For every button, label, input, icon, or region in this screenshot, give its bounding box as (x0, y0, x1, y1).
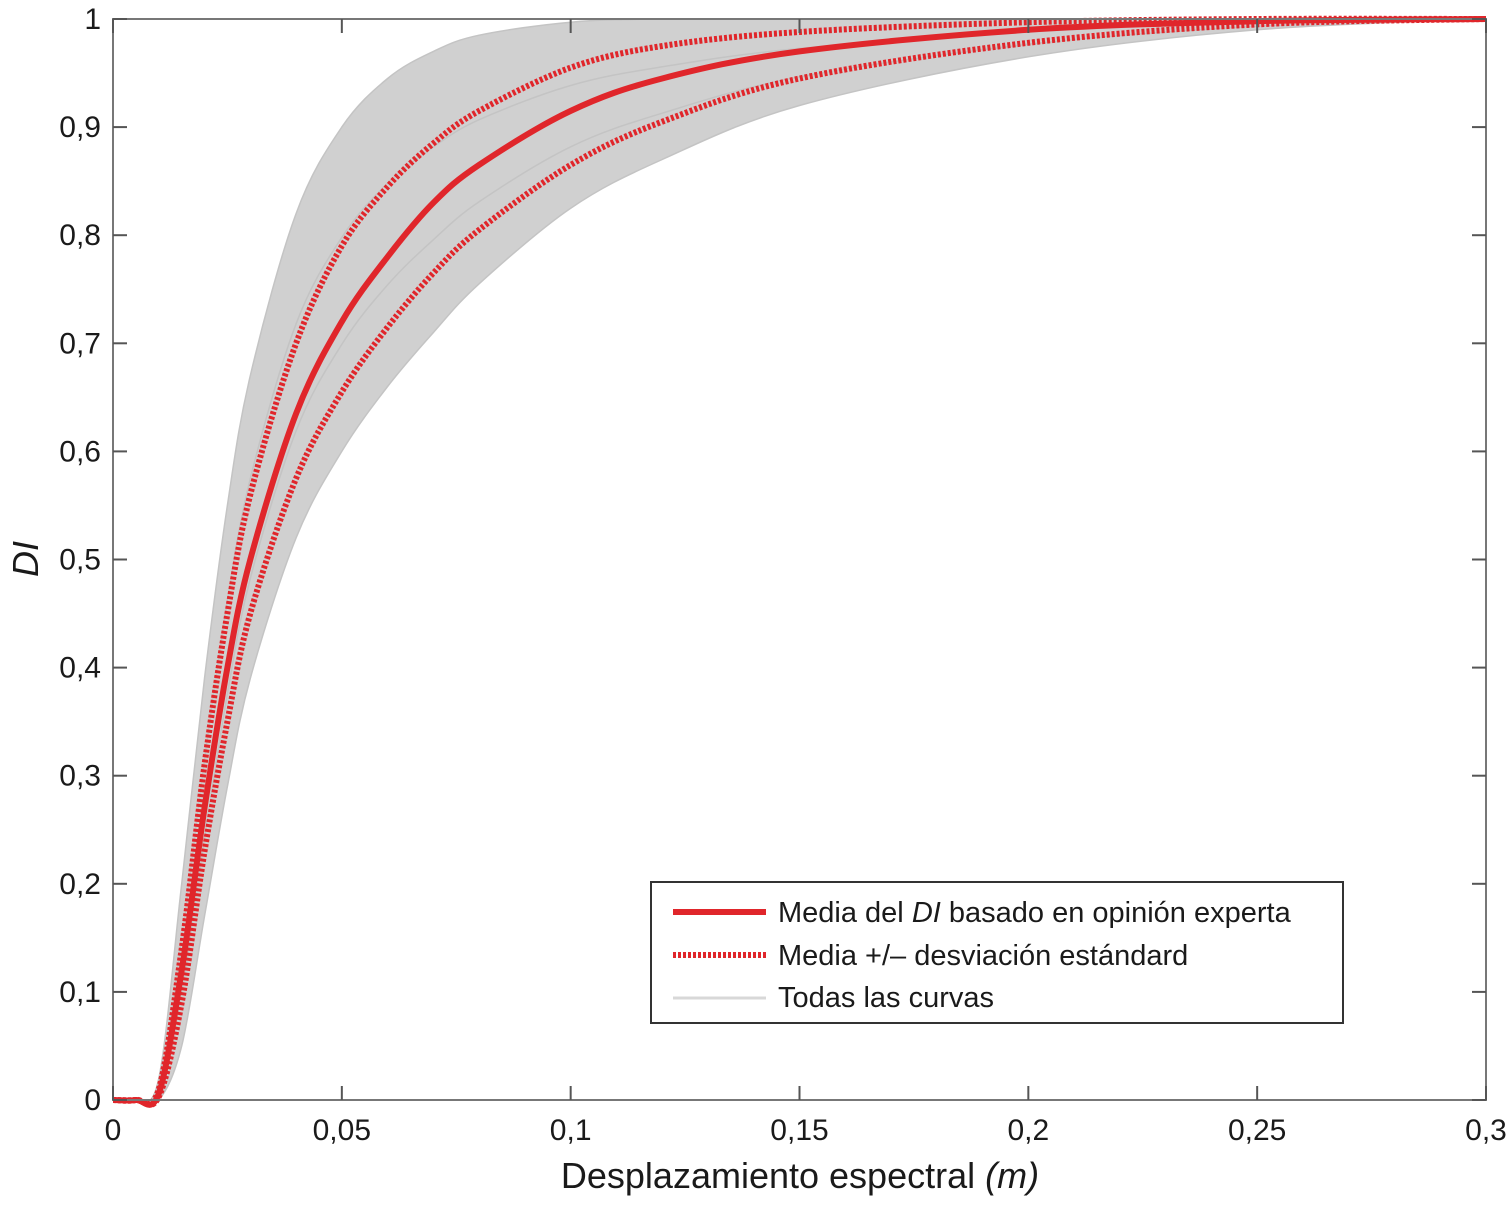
y-tick-label: 0,4 (59, 652, 101, 685)
x-tick-label: 0,2 (1007, 1114, 1049, 1147)
legend-label-all: Todas las curvas (778, 982, 994, 1014)
x-tick-label: 0,3 (1465, 1114, 1507, 1147)
y-tick-label: 0,1 (59, 976, 101, 1009)
y-tick-label: 0 (84, 1084, 101, 1117)
legend-label-std: Media +/– desviación estándard (778, 940, 1188, 972)
y-tick-label: 0,8 (59, 219, 101, 252)
y-tick-label: 0,7 (59, 327, 101, 360)
y-tick-label: 1 (84, 3, 101, 36)
y-tick-label: 0,9 (59, 111, 101, 144)
mean-line (112, 16, 1487, 1108)
std-line-1 (112, 15, 1487, 1107)
all-curves-band-area (113, 18, 1486, 1104)
legend-label-mean: Media del DI basado en opinión experta (778, 897, 1292, 929)
all-curves-line-0 (112, 18, 1487, 1105)
y-tick-label: 0,3 (59, 760, 101, 793)
series-layer (112, 15, 1487, 1108)
legend: Media del DI basado en opinión experta M… (650, 881, 1344, 1024)
x-tick-label: 0,1 (550, 1114, 592, 1147)
y-axis: 0 0,1 0,2 0,3 0,4 0,5 0,6 0,7 0,8 0,9 1 (59, 3, 1486, 1117)
y-tick-label: 0,6 (59, 435, 101, 468)
y-tick-label: 0,5 (59, 544, 101, 577)
x-axis: 0 0,05 0,1 0,15 0,2 0,25 0,3 (105, 19, 1507, 1147)
legend-box (650, 881, 1344, 1024)
x-tick-label: 0,25 (1228, 1114, 1286, 1147)
y-tick-label: 0,2 (59, 868, 101, 901)
x-tick-label: 0,15 (770, 1114, 828, 1147)
x-tick-label: 0 (105, 1114, 122, 1147)
x-axis-title: Desplazamiento espectral (m) (561, 1155, 1039, 1196)
std-line-2 (112, 16, 1487, 1108)
y-axis-title: DI (5, 541, 46, 577)
x-tick-label: 0,05 (313, 1114, 371, 1147)
